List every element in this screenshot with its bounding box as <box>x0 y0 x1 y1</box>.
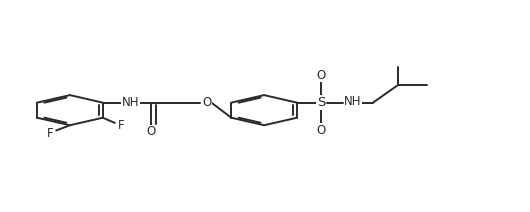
Text: NH: NH <box>344 95 361 108</box>
Text: O: O <box>147 126 156 138</box>
Text: F: F <box>118 119 125 132</box>
Text: O: O <box>202 96 212 109</box>
Text: NH: NH <box>121 96 139 109</box>
Text: F: F <box>47 127 53 140</box>
Text: O: O <box>316 124 326 137</box>
Text: S: S <box>317 96 325 109</box>
Text: O: O <box>316 68 326 82</box>
